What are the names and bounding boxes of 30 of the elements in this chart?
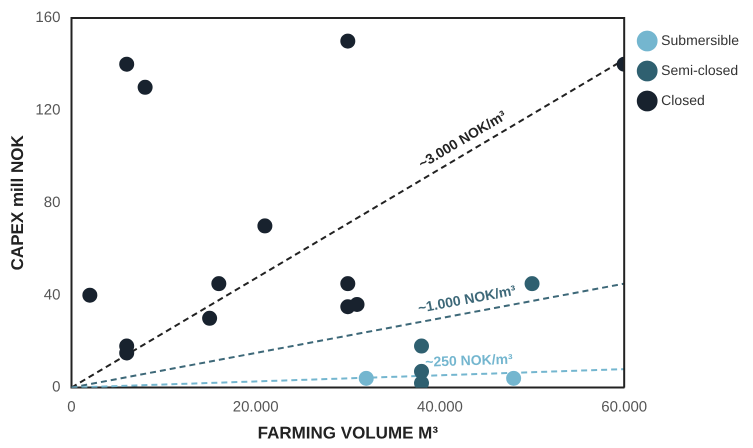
point — [414, 338, 430, 354]
point — [340, 34, 356, 49]
x-tick-label: 40.000 — [416, 398, 463, 416]
legend-label: Closed — [661, 92, 705, 108]
point — [119, 56, 134, 72]
x-tick-label: 60.000 — [601, 398, 648, 416]
point — [524, 276, 540, 292]
text: ~1.000 NOK/m³ — [416, 282, 518, 316]
point — [82, 288, 98, 303]
series-label: ~250 NOK/m³ — [424, 350, 514, 370]
y-tick-label: 40 — [44, 286, 60, 304]
point — [414, 375, 430, 388]
y-tick-label: 160 — [35, 9, 60, 26]
legend-label: Semi-closed — [661, 62, 738, 78]
point — [506, 370, 522, 386]
x-tick-label: 0 — [67, 398, 76, 416]
point — [340, 276, 356, 292]
legend-label: Submersible — [661, 32, 740, 48]
point — [257, 218, 272, 234]
point — [358, 370, 374, 386]
point — [202, 310, 218, 326]
point — [211, 276, 226, 292]
y-tick-label: 80 — [44, 194, 60, 211]
point — [138, 80, 153, 95]
y-axis-title: CAPEX mill NOK — [8, 134, 27, 270]
x-tick-label: 20.000 — [232, 398, 279, 416]
point — [350, 296, 365, 312]
y-tick-label: 0 — [52, 378, 60, 396]
y-tick-label: 120 — [35, 102, 60, 119]
x-axis-title: FARMING VOLUME M³ — [258, 423, 438, 442]
